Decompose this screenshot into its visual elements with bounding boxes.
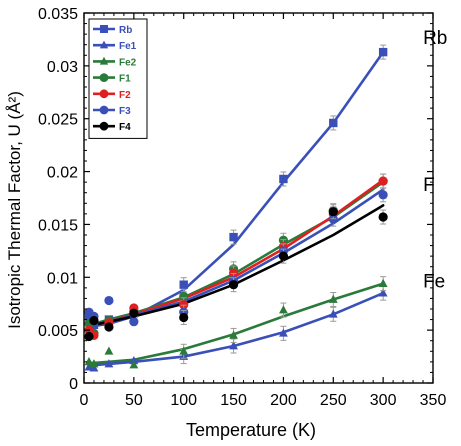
point-rb [378,47,388,57]
point-fe2 [89,359,99,368]
y-axis-label: Isotropic Thermal Factor, U (Å²) [5,91,24,329]
point-fe2 [378,278,388,287]
point-f4 [179,312,189,323]
point-fe1 [89,363,99,372]
group-label-fe: Fe [423,271,445,292]
point-f4 [378,212,388,222]
point-f1 [179,291,189,301]
point-fe1 [279,328,288,337]
point-rb [179,280,188,289]
legend-marker-fe1 [99,40,109,49]
point-fe1 [328,309,338,318]
point-fe1 [104,359,114,368]
x-tick-label: 100 [170,392,197,409]
y-tick-label: 0.01 [47,270,78,287]
data-points [84,44,388,372]
legend: Rb Fe1 Fe2 F1 F2 F3 F4 [88,18,148,139]
legend-marker-f1 [99,73,109,82]
point-rb [329,118,338,128]
point-fe1 [129,355,139,365]
point-fe2 [279,305,288,314]
legend-label-f2: F2 [119,90,131,101]
point-f4 [228,280,239,290]
point-fe2 [129,360,139,369]
plot-frame [83,12,434,384]
y-tick-label: 0.03 [47,59,78,76]
legend-label-rb: Rb [119,25,132,36]
point-fe1 [229,341,238,350]
legend-marker-fe2 [99,56,109,65]
x-tick-label: 350 [420,392,447,409]
point-f2 [378,176,388,186]
legend-marker-rb [100,25,108,33]
legend-label-f4: F4 [119,122,131,133]
point-f3 [378,190,388,200]
x-tick-label: 200 [270,392,297,409]
point-f4 [84,331,94,342]
legend-marker-f4 [99,121,109,131]
x-axis-label: Temperature (K) [186,420,316,440]
y-tick-label: 0 [69,376,78,393]
x-tick-label: 150 [220,392,247,409]
point-f4 [89,316,99,326]
point-rb [279,174,288,184]
point-f4 [328,207,338,217]
x-tick-label: 0 [80,392,89,409]
x-tick-label: 300 [370,392,397,409]
axes: 0 50 100 150 200 250 300 350 0 0.005 0.01 0.015 0.02… [38,6,446,409]
group-labels: Rb F Fe [423,28,447,292]
point-f4 [278,251,289,261]
y-tick-label: 0.035 [38,6,78,23]
point-fe2 [229,330,238,339]
legend-label-fe2: Fe2 [119,57,137,68]
y-tick-label: 0.02 [47,165,78,182]
legend-label-f1: F1 [119,74,131,85]
point-fe1 [378,288,388,297]
point-f3 [104,295,114,306]
point-fe2 [328,294,338,303]
group-label-f: F [423,175,435,196]
x-tick-label: 50 [125,392,143,409]
legend-marker-f2 [99,89,109,99]
legend-marker-f3 [99,105,109,115]
y-tick-label: 0.005 [38,323,78,340]
point-f4 [129,308,139,318]
point-fe1 [84,362,94,371]
y-tick-label: 0.025 [38,112,78,129]
group-label-rb: Rb [423,28,447,49]
point-fe2 [104,346,114,355]
x-tick-label: 250 [320,392,347,409]
point-f3 [129,317,139,327]
point-f4 [104,322,114,332]
point-rb [229,232,238,242]
point-fe2 [84,357,94,366]
y-tick-label: 0.015 [38,217,78,234]
legend-label-f3: F3 [119,106,131,117]
point-fe2 [179,346,189,355]
legend-label-fe1: Fe1 [119,41,137,52]
